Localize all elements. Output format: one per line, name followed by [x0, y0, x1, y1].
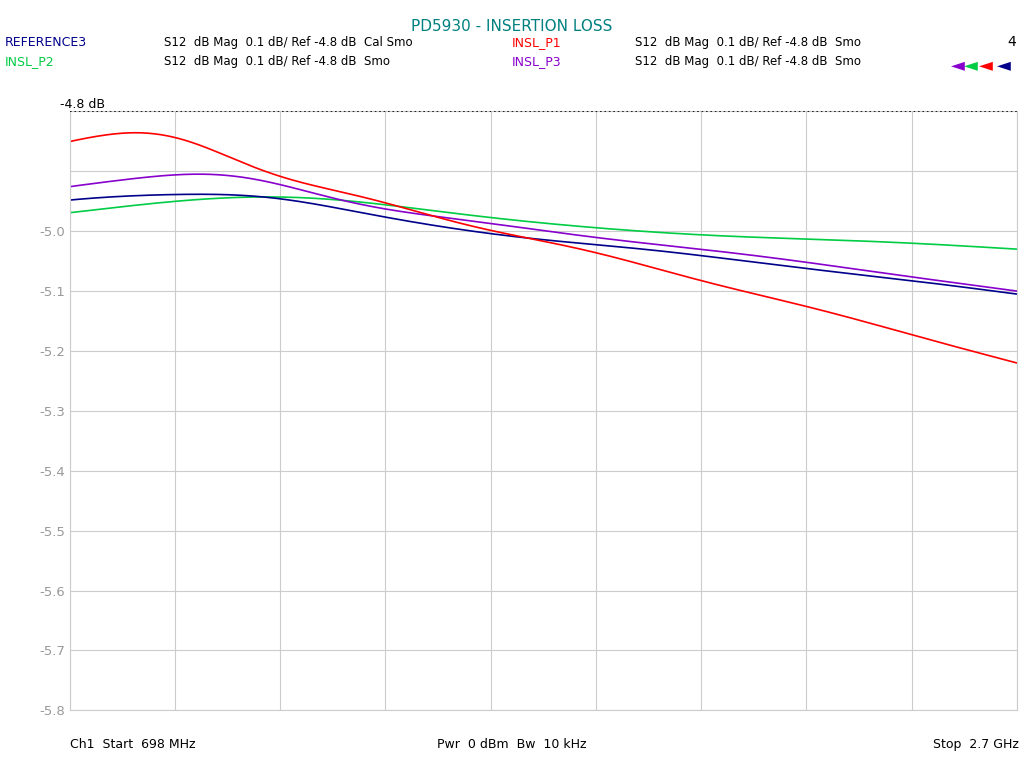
- Text: INSL_P2: INSL_P2: [5, 55, 54, 68]
- Text: ◄: ◄: [996, 56, 1011, 74]
- Text: S12  dB Mag  0.1 dB/ Ref -4.8 dB  Cal Smo: S12 dB Mag 0.1 dB/ Ref -4.8 dB Cal Smo: [164, 36, 413, 48]
- Text: ◄: ◄: [979, 56, 993, 74]
- Text: ◄: ◄: [964, 56, 978, 74]
- Text: -4.8 dB: -4.8 dB: [60, 98, 105, 111]
- Text: Stop  2.7 GHz: Stop 2.7 GHz: [933, 739, 1019, 751]
- Text: Pwr  0 dBm  Bw  10 kHz: Pwr 0 dBm Bw 10 kHz: [437, 739, 587, 751]
- Text: PD5930 - INSERTION LOSS: PD5930 - INSERTION LOSS: [412, 19, 612, 35]
- Text: REFERENCE3: REFERENCE3: [5, 36, 87, 48]
- Text: S12  dB Mag  0.1 dB/ Ref -4.8 dB  Smo: S12 dB Mag 0.1 dB/ Ref -4.8 dB Smo: [635, 36, 861, 48]
- Text: ◄: ◄: [950, 56, 965, 74]
- Text: 4: 4: [1007, 35, 1016, 49]
- Text: INSL_P1: INSL_P1: [512, 36, 561, 48]
- Text: S12  dB Mag  0.1 dB/ Ref -4.8 dB  Smo: S12 dB Mag 0.1 dB/ Ref -4.8 dB Smo: [164, 55, 390, 68]
- Text: S12  dB Mag  0.1 dB/ Ref -4.8 dB  Smo: S12 dB Mag 0.1 dB/ Ref -4.8 dB Smo: [635, 55, 861, 68]
- Text: INSL_P3: INSL_P3: [512, 55, 561, 68]
- Text: Ch1  Start  698 MHz: Ch1 Start 698 MHz: [70, 739, 196, 751]
